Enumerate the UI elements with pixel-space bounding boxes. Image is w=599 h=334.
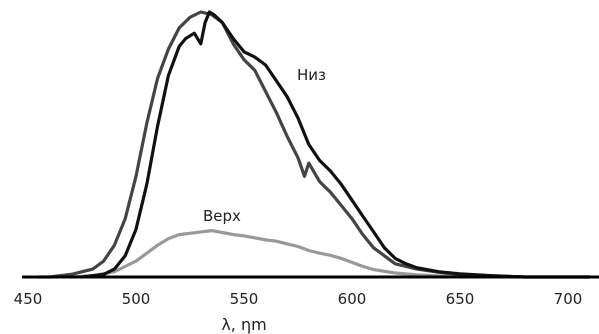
series-line-verkh <box>69 229 527 279</box>
x-tick-label: 700 <box>554 290 583 308</box>
x-tick-label: 600 <box>338 290 367 308</box>
series-line-second <box>37 10 592 279</box>
x-tick-label: 450 <box>14 290 43 308</box>
series-label-verkh: Верх <box>203 207 241 225</box>
x-tick-label: 550 <box>230 290 259 308</box>
series-line-niz <box>80 10 592 279</box>
x-tick-labels: 450 500 550 600 650 700 <box>14 290 583 308</box>
series-layer <box>37 10 592 279</box>
x-tick-label: 650 <box>446 290 475 308</box>
series-annotations: Низ Верх <box>203 66 326 225</box>
x-tick-label: 500 <box>122 290 151 308</box>
series-label-niz: Низ <box>297 66 326 84</box>
x-axis-label: λ, ηm <box>221 315 266 334</box>
